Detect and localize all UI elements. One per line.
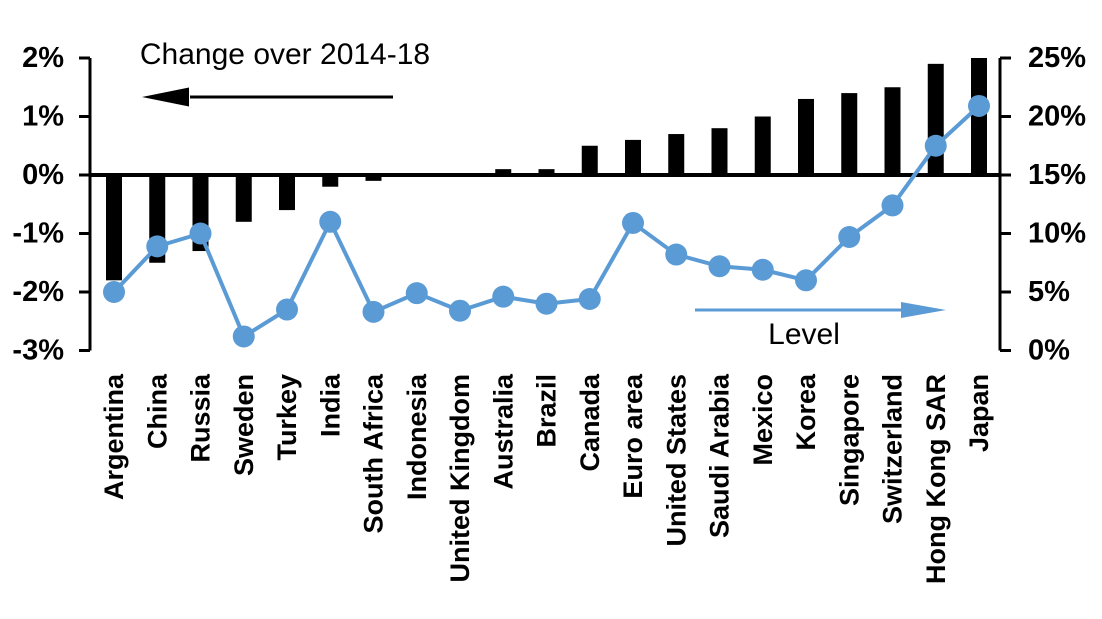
x-axis-label: Saudi Arabia <box>705 373 735 538</box>
x-axis-label: United States <box>661 374 691 547</box>
bar-change <box>279 175 295 211</box>
level-marker <box>924 134 947 157</box>
bar-change <box>841 93 858 175</box>
x-axis-label: Korea <box>791 373 821 451</box>
level-marker <box>838 226 861 249</box>
level-marker <box>881 194 904 217</box>
level-marker <box>103 281 125 303</box>
bar-change <box>365 175 382 181</box>
x-axis-label: Sweden <box>229 374 259 476</box>
right-axis-tick-label: 5% <box>1028 276 1070 308</box>
bar-change <box>711 128 728 175</box>
x-axis-label: Switzerland <box>878 374 908 524</box>
bar-change <box>927 63 944 175</box>
x-axis-label: Japan <box>964 374 994 452</box>
x-axis-label: South Africa <box>359 373 389 533</box>
bar-change <box>625 139 641 175</box>
x-axis-label: Hong Kong SAR <box>921 374 951 584</box>
right-axis-tick-label: 10% <box>1028 218 1086 250</box>
level-marker <box>319 210 342 233</box>
x-axis-label: Russia <box>186 373 216 463</box>
x-axis-label: United Kingdom <box>445 374 475 582</box>
level-marker <box>535 292 558 315</box>
left-axis-tick-label: -1% <box>12 218 64 250</box>
level-marker <box>622 211 644 234</box>
bar-change <box>884 87 901 175</box>
level-marker <box>795 269 817 292</box>
x-axis-label: Turkey <box>272 374 302 461</box>
bar-change <box>798 98 814 175</box>
bar-change <box>495 169 512 175</box>
level-marker <box>968 94 990 117</box>
level-marker <box>276 298 298 321</box>
left-axis-tick-label: -3% <box>12 335 64 367</box>
level-marker <box>405 282 428 305</box>
bar-change <box>235 175 252 222</box>
bar-change <box>754 116 771 175</box>
x-axis-label: China <box>142 373 172 449</box>
level-marker <box>449 299 471 322</box>
x-axis-label: Argentina <box>99 373 129 500</box>
x-axis-label: Australia <box>488 373 518 490</box>
x-axis-label: Brazil <box>532 374 562 448</box>
level-marker <box>146 235 169 258</box>
right-axis-tick-label: 25% <box>1028 42 1086 74</box>
change-arrowhead-icon <box>142 87 189 107</box>
x-axis-label: Canada <box>575 373 605 472</box>
left-axis-tick-label: -2% <box>12 276 64 308</box>
level-marker <box>578 288 601 311</box>
bar-change <box>581 145 598 175</box>
bar-change <box>106 175 122 281</box>
x-axis-label: Indonesia <box>402 373 432 500</box>
x-axis-label: Mexico <box>748 374 778 466</box>
bar-series-annotation: Change over 2014-18 <box>139 38 431 71</box>
level-arrowhead-icon <box>901 302 946 318</box>
level-marker <box>492 285 515 308</box>
x-axis-label: Euro area <box>618 373 648 499</box>
left-axis-tick-label: 0% <box>22 159 64 191</box>
left-axis-tick-label: 2% <box>22 42 64 74</box>
level-marker <box>751 258 774 281</box>
level-marker <box>362 300 385 323</box>
x-axis-label: Singapore <box>834 374 864 506</box>
left-axis-tick-label: 1% <box>22 101 64 133</box>
bar-change <box>322 175 339 187</box>
bar-change <box>538 169 555 175</box>
line-series-annotation: Level <box>768 318 840 351</box>
right-axis-tick-label: 15% <box>1028 159 1086 191</box>
right-axis-tick-label: 20% <box>1028 101 1086 133</box>
x-axis-label: India <box>315 373 345 437</box>
bar-change <box>668 134 685 175</box>
level-marker <box>665 243 688 266</box>
level-marker <box>189 222 212 245</box>
right-axis-tick-label: 0% <box>1028 335 1070 367</box>
level-marker <box>232 325 255 348</box>
level-marker <box>708 255 731 278</box>
